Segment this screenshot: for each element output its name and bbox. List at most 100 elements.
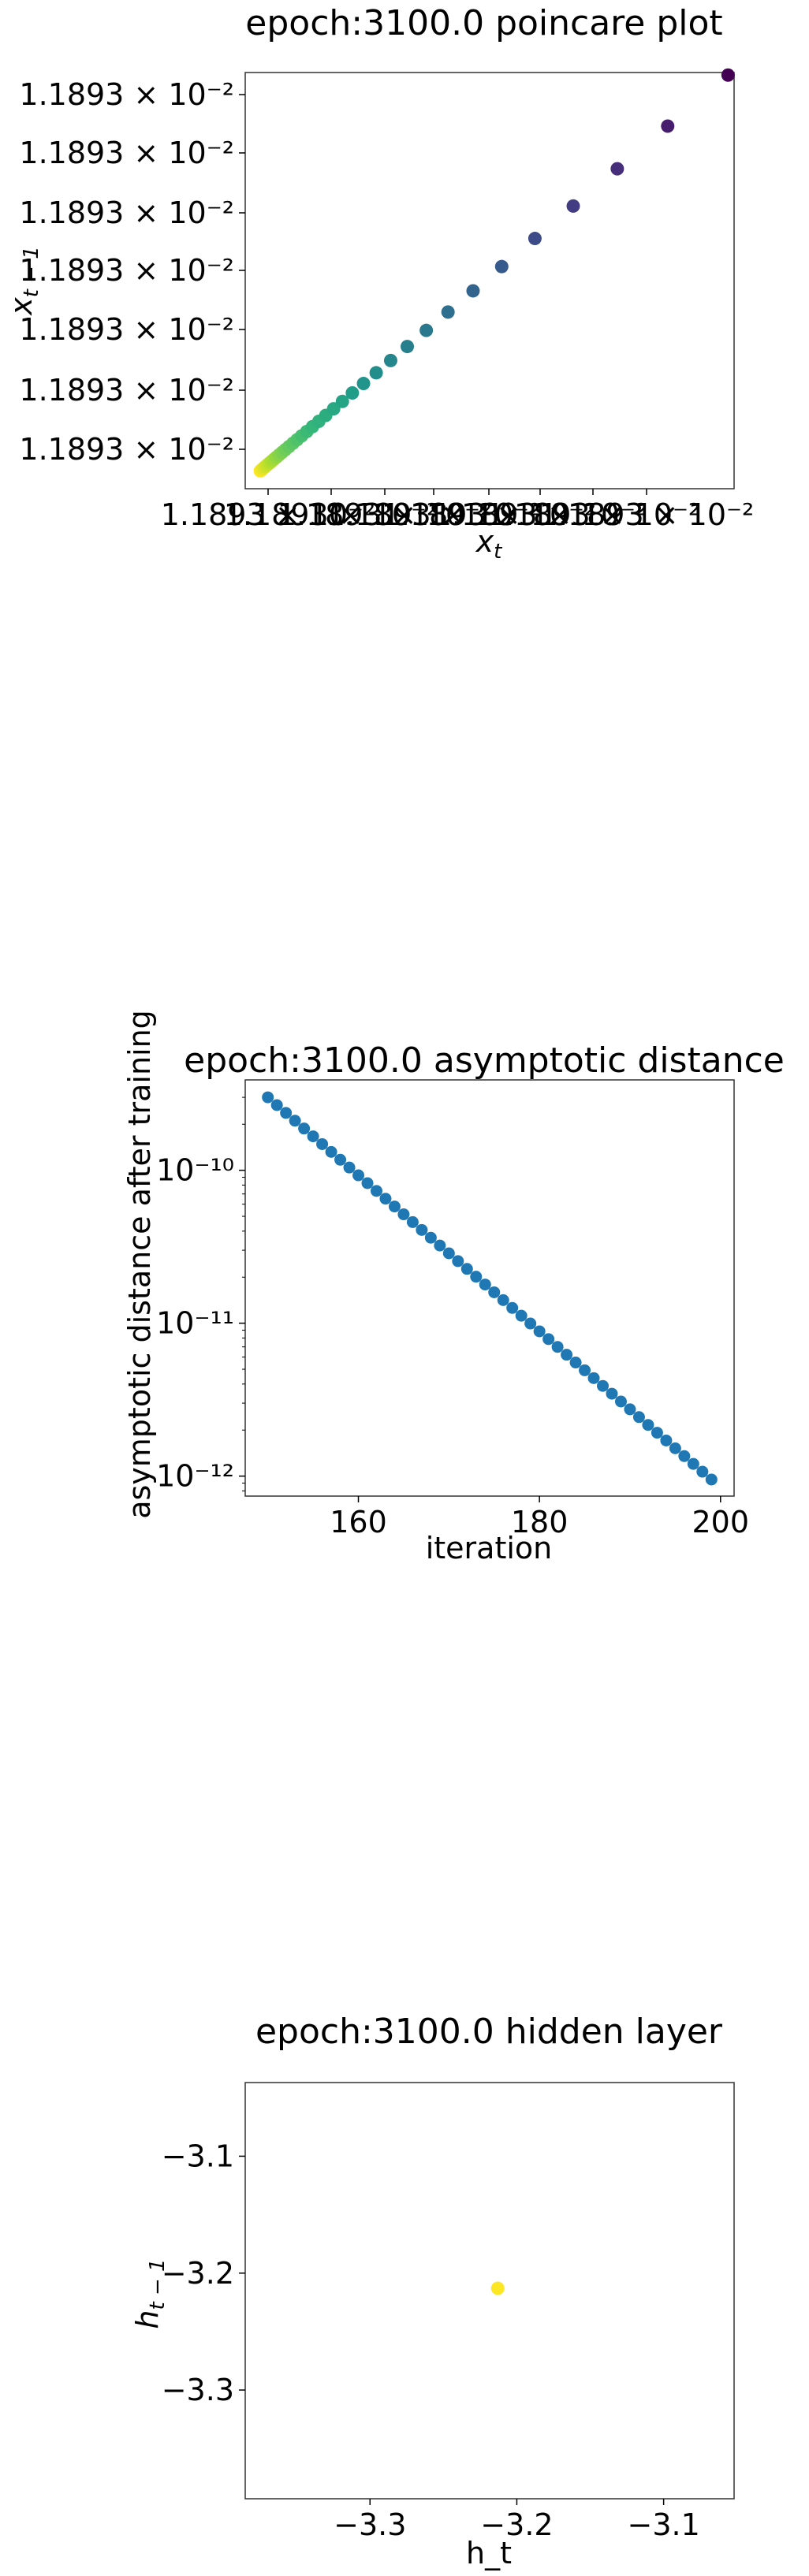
asymptotic-distance-points	[262, 1091, 718, 1486]
poincare-point	[566, 199, 580, 213]
asymptotic-distance-point	[307, 1130, 319, 1143]
poincare-x-tick-label: 1.1893 × 10⁻²	[161, 497, 376, 532]
poincare-plot-y-ticks: 1.1893 × 10⁻² 1.1893 × 10⁻² 1.1893 × 10⁻² 1…	[19, 77, 245, 467]
asymptotic-distance-y-label: asymptotic distance after training	[122, 1010, 157, 1519]
poincare-x-tick-label: 1.1893 × 10⁻²	[433, 497, 648, 532]
asymptotic-distance-point	[379, 1193, 392, 1205]
asymptotic-distance-point	[642, 1419, 654, 1431]
poincare-point	[528, 232, 542, 246]
asymptotic-distance-point	[696, 1465, 709, 1478]
poincare-y-tick-label: 1.1893 × 10⁻²	[19, 432, 234, 467]
hidden-layer-point	[490, 2281, 505, 2295]
asymptotic-distance-point	[579, 1364, 591, 1376]
poincare-point	[369, 366, 383, 380]
asymptotic-distance-point	[597, 1379, 610, 1392]
asymptotic-distance-point	[270, 1099, 283, 1111]
asymptotic-distance-point	[551, 1341, 564, 1353]
poincare-point	[345, 386, 360, 400]
poincare-x-tick-label: 1.1893 × 10⁻²	[486, 497, 701, 532]
poincare-plot-x-ticks: 1.1893 × 10⁻²1.1893 × 10⁻²1.1893 × 10⁻²1…	[161, 489, 755, 532]
poincare-plot-title: epoch:3100.0 poincare plot	[245, 3, 722, 43]
poincare-point	[441, 305, 455, 319]
asymptotic-y-tick-label: 10⁻¹²	[156, 1459, 234, 1494]
asymptotic-distance-point	[614, 1395, 627, 1408]
asymptotic-distance-point	[506, 1301, 519, 1314]
poincare-y-tick-label: 1.1893 × 10⁻²	[19, 136, 234, 170]
asymptotic-distance-point	[624, 1403, 636, 1416]
poincare-x-tick-label: 1.1893 × 10⁻²	[326, 497, 542, 532]
hidden-layer-chart: epoch:3100.0 hidden layer −3.1 −3.2 −3.3 −…	[130, 2012, 735, 2570]
asymptotic-distance-y-ticks: 10⁻¹² 10⁻¹¹ 10⁻¹⁰	[156, 1096, 245, 1494]
asymptotic-distance-point	[470, 1271, 483, 1283]
poincare-y-tick-label: 1.1893 × 10⁻²	[19, 253, 234, 288]
asymptotic-distance-point	[660, 1434, 673, 1446]
asymptotic-distance-point	[280, 1107, 293, 1119]
asymptotic-distance-point	[388, 1201, 401, 1213]
asymptotic-distance-point	[434, 1239, 446, 1252]
poincare-point	[335, 394, 349, 408]
asymptotic-x-tick-label: 180	[511, 1505, 569, 1539]
poincare-point	[401, 340, 415, 354]
poincare-point	[419, 323, 434, 337]
asymptotic-distance-point	[406, 1215, 419, 1228]
hidden-layer-points	[490, 2281, 505, 2295]
poincare-point	[661, 119, 675, 133]
hidden-layer-y-ticks: −3.1 −3.2 −3.3	[162, 2139, 245, 2407]
asymptotic-distance-point	[370, 1185, 382, 1197]
hidden-layer-y-label: ht − 1	[130, 2258, 170, 2328]
asymptotic-distance-point	[452, 1255, 464, 1268]
asymptotic-distance-point	[606, 1387, 618, 1400]
poincare-y-tick-label: 1.1893 × 10⁻²	[19, 77, 234, 112]
poincare-point	[383, 353, 397, 367]
asymptotic-distance-title: epoch:3100.0 asymptotic distance	[184, 1040, 785, 1081]
asymptotic-distance-point	[325, 1145, 337, 1158]
asymptotic-distance-point	[262, 1091, 274, 1104]
asymptotic-distance-point	[542, 1333, 555, 1346]
asymptotic-distance-point	[460, 1263, 473, 1275]
asymptotic-distance-point	[669, 1442, 681, 1454]
asymptotic-y-tick-label: 10⁻¹¹	[156, 1306, 234, 1341]
asymptotic-distance-x-label: iteration	[426, 1531, 553, 1565]
asymptotic-distance-point	[561, 1349, 573, 1361]
asymptotic-distance-chart: epoch:3100.0 asymptotic distance 10⁻¹²10…	[122, 1010, 785, 1565]
hidden-layer-y-tick-label: −3.2	[162, 2256, 234, 2291]
poincare-y-tick-label: 1.1893 × 10⁻²	[19, 373, 234, 408]
poincare-point	[610, 162, 624, 176]
hidden-layer-x-label: h_t	[466, 2536, 512, 2570]
poincare-x-tick-label: 1.1893 × 10⁻²	[278, 497, 493, 532]
poincare-point	[356, 377, 371, 391]
asymptotic-distance-point	[533, 1325, 546, 1338]
asymptotic-distance-point	[442, 1247, 455, 1260]
asymptotic-distance-point	[687, 1457, 699, 1470]
poincare-plot-y-label: xt − 1	[4, 246, 43, 316]
poincare-plot-points	[253, 68, 735, 478]
poincare-plot-axes-frame	[244, 72, 735, 490]
asymptotic-distance-point	[524, 1317, 537, 1330]
asymptotic-distance-point	[352, 1169, 365, 1182]
asymptotic-y-tick-label: 10⁻¹⁰	[156, 1153, 234, 1188]
poincare-plot-chart: epoch:3100.0 poincare plot 1.1893 × 10⁻²…	[4, 3, 754, 564]
asymptotic-distance-point	[289, 1115, 301, 1127]
hidden-layer-x-ticks: −3.3 −3.2 −3.1	[334, 2499, 700, 2542]
poincare-y-tick-label: 1.1893 × 10⁻²	[19, 312, 234, 347]
hidden-layer-x-tick-label: −3.1	[627, 2507, 699, 2542]
asymptotic-distance-point	[343, 1161, 356, 1174]
poincare-x-tick-label: 1.1893 × 10⁻²	[382, 497, 597, 532]
asymptotic-distance-point	[651, 1427, 663, 1439]
hidden-layer-axes-frame	[244, 2082, 735, 2500]
asymptotic-distance-point	[488, 1286, 501, 1298]
asymptotic-x-tick-label: 160	[330, 1505, 387, 1539]
asymptotic-distance-point	[515, 1309, 528, 1322]
asymptotic-distance-point	[705, 1473, 718, 1486]
asymptotic-x-tick-label: 200	[692, 1505, 750, 1539]
asymptotic-distance-point	[361, 1177, 374, 1189]
asymptotic-distance-point	[397, 1208, 410, 1221]
poincare-x-tick-label: 1.1893 × 10⁻²	[539, 497, 755, 532]
hidden-layer-x-tick-label: −3.3	[334, 2507, 406, 2542]
hidden-layer-y-tick-label: −3.1	[162, 2139, 234, 2173]
asymptotic-distance-point	[678, 1450, 691, 1462]
asymptotic-distance-x-ticks: 160 180 200	[330, 1496, 749, 1539]
poincare-point	[494, 259, 509, 274]
poincare-y-tick-label: 1.1893 × 10⁻²	[19, 195, 234, 230]
